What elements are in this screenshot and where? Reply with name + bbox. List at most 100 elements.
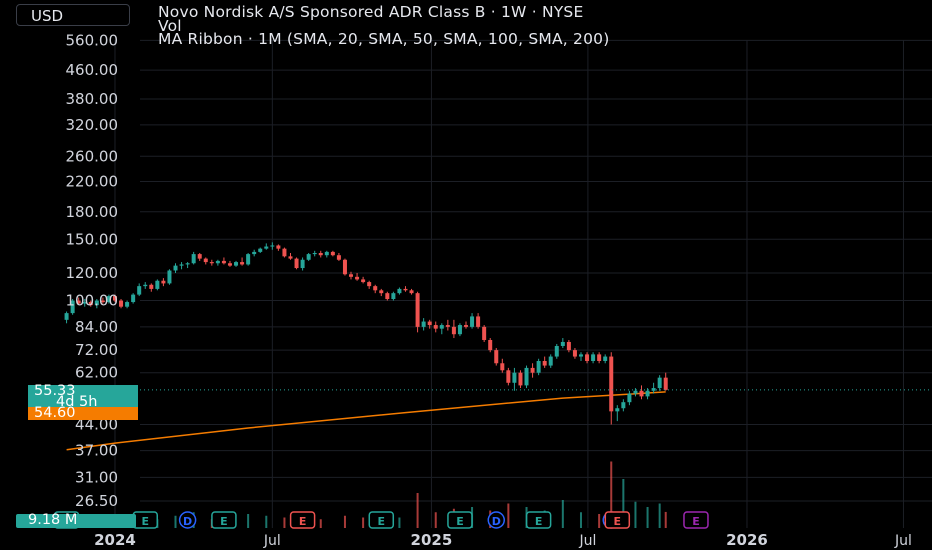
x-tick-label: Jul <box>578 533 596 549</box>
candle-body <box>234 262 239 266</box>
event-markers[interactable]: EEDEEEEDEDEE <box>53 511 709 529</box>
x-tick-label: Jul <box>263 533 281 549</box>
volume-bar <box>174 515 177 528</box>
earnings-marker[interactable]: E <box>604 511 631 529</box>
candle-body <box>530 367 535 373</box>
candle-body <box>560 341 565 346</box>
candle-body <box>312 252 317 255</box>
earnings-marker[interactable]: E <box>683 511 709 529</box>
volume-bar <box>319 519 322 528</box>
candle-body <box>349 274 354 277</box>
y-tick-label: 62.00 <box>75 364 118 382</box>
candle-body <box>621 402 626 409</box>
candle-body <box>482 326 487 340</box>
candle-body <box>185 263 190 265</box>
y-tick-label: 84.00 <box>75 318 118 336</box>
candle-body <box>609 356 614 412</box>
candle-body <box>240 262 245 265</box>
candle-body <box>427 321 432 326</box>
candlesticks[interactable] <box>64 242 668 425</box>
candle-body <box>633 390 638 394</box>
price-axis[interactable]: 560.00 460.00 380.00 320.00 260.00 220.00 180.… <box>66 31 119 510</box>
candle-body <box>342 259 347 275</box>
candle-body <box>258 248 263 252</box>
candle-body <box>270 245 275 247</box>
candle-body <box>106 296 111 303</box>
time-axis[interactable]: 2024 Jul 2025 Jul 2026 Jul <box>94 531 912 549</box>
volume-bar <box>507 503 510 528</box>
candle-body <box>76 300 81 304</box>
earnings-marker-shape <box>604 511 631 529</box>
candle-body <box>227 263 232 266</box>
candle-body <box>149 284 154 289</box>
candle-body <box>246 254 251 265</box>
candle-body <box>421 321 426 327</box>
candle-body <box>645 390 650 397</box>
y-tick-label: 320.00 <box>66 116 119 134</box>
candle-body <box>566 341 571 351</box>
y-tick-label: 26.50 <box>75 492 118 510</box>
earnings-marker[interactable]: E <box>447 511 473 529</box>
ma-line <box>66 391 666 451</box>
candle-body <box>361 279 366 283</box>
candle-body <box>548 356 553 366</box>
candle-body <box>288 256 293 259</box>
candle-body <box>494 350 499 364</box>
candle-body <box>373 286 378 291</box>
candle-body <box>488 339 493 351</box>
bar-countdown-tag: 4d 5h <box>28 395 138 409</box>
candle-body <box>651 388 656 391</box>
volume-bar <box>598 514 601 528</box>
chart-grid <box>114 39 932 528</box>
earnings-marker[interactable]: E <box>368 511 395 529</box>
candle-body <box>524 367 529 386</box>
candle-body <box>409 290 414 294</box>
candle-body <box>433 325 438 329</box>
candle-body <box>70 300 75 314</box>
earnings-marker[interactable]: E <box>289 511 316 529</box>
marker-label: E <box>299 515 307 528</box>
earnings-marker-shape <box>683 511 709 529</box>
candle-body <box>385 293 390 300</box>
dividend-marker[interactable]: D <box>178 511 197 529</box>
volume-bar <box>343 515 346 528</box>
candle-body <box>476 316 481 327</box>
earnings-marker-shape <box>211 511 237 529</box>
marker-label: D <box>492 515 501 528</box>
y-tick-label: 220.00 <box>66 172 119 190</box>
y-tick-label: 37.00 <box>75 442 118 460</box>
candle-body <box>578 354 583 357</box>
candle-body <box>397 288 402 294</box>
candle-body <box>336 255 341 260</box>
dividend-marker[interactable]: D <box>487 511 506 529</box>
x-tick-label: 2024 <box>94 531 136 549</box>
volume-bar <box>646 507 649 528</box>
x-tick-label: 2025 <box>411 531 453 549</box>
earnings-marker[interactable]: E <box>211 511 237 529</box>
earnings-marker[interactable]: E <box>132 511 158 529</box>
y-tick-label: 260.00 <box>66 147 119 165</box>
volume-legend[interactable]: Vol <box>158 17 182 35</box>
candle-body <box>282 248 287 257</box>
volume-bar <box>265 515 268 528</box>
volume-bar <box>247 514 250 528</box>
candle-body <box>439 325 444 329</box>
volume-bar <box>634 501 637 528</box>
candle-body <box>191 254 196 264</box>
indicator-legend[interactable]: MA Ribbon · 1M (SMA, 20, SMA, 50, SMA, 1… <box>158 30 610 48</box>
candle-body <box>464 325 468 327</box>
earnings-marker-shape <box>289 511 316 529</box>
volume-bar <box>622 479 625 528</box>
marker-label: E <box>378 515 386 528</box>
volume-bar <box>416 493 419 528</box>
candle-body <box>173 265 178 271</box>
volume-bar <box>664 511 667 528</box>
earnings-marker[interactable]: E <box>525 511 552 529</box>
marker-label: E <box>535 515 543 528</box>
dividend-marker-shape <box>487 511 506 529</box>
candle-body <box>391 293 396 300</box>
currency-selector[interactable]: USD <box>16 4 130 26</box>
ma-ribbon <box>66 391 666 451</box>
x-tick-label: 2026 <box>726 531 768 549</box>
